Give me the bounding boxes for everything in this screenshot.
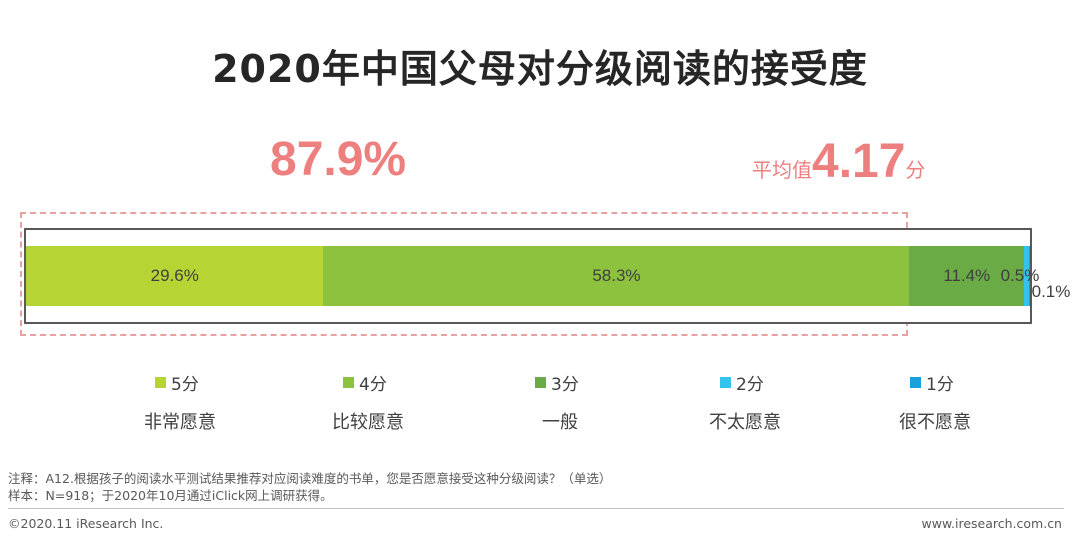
legend-description-2: 比较愿意 [332,412,404,433]
highlight-percent: 87.9% [270,133,407,186]
average-score: 平均值4.17分 [752,134,925,189]
legend-swatch [720,377,731,388]
legend-score: 4分 [359,375,387,395]
legend-score: 3分 [551,375,579,395]
legend-description-4: 不太愿意 [709,412,781,433]
stacked-bar: 29.6% 58.3% 11.4% 0.5% 0.1% [26,246,1070,306]
data-label-4: 0.5% [1000,266,1040,285]
data-label-3: 11.4% [943,266,991,285]
bar-segment-3 [909,246,1024,306]
footnote-note: 注释：A12.根据孩子的阅读水平测试结果推荐对应阅读难度的书单，您是否愿意接受这… [8,471,612,486]
legend-description-5: 很不愿意 [899,412,971,433]
legend-swatch [343,377,354,388]
legend-swatch [910,377,921,388]
footnote-sample: 样本：N=918；于2020年10月通过iClick网上调研获得。 [8,488,333,503]
legend-swatch [155,377,166,388]
legend-score: 2分 [736,375,764,395]
average-prefix: 平均值 [752,158,812,182]
legend-description-3: 一般 [542,412,578,433]
bar-segment-4 [1023,246,1029,306]
legend: 5分非常愿意 4分比较愿意 3分一般 2分不太愿意 1分很不愿意 [0,370,1080,440]
legend-description-1: 非常愿意 [144,412,216,433]
average-value: 4.17 [812,135,906,188]
data-label-2: 58.3% [592,266,641,285]
legend-swatch [535,377,546,388]
bar-segment-2 [323,246,910,306]
chart-title: 2020年中国父母对分级阅读的接受度 [212,47,868,91]
average-suffix: 分 [905,158,926,182]
footnote: 注释：A12.根据孩子的阅读水平测试结果推荐对应阅读难度的书单，您是否愿意接受这… [8,470,611,504]
legend-score: 1分 [926,375,954,395]
bar-segment-5 [1028,246,1031,306]
legend-score: 5分 [171,375,199,395]
data-label-1: 29.6% [150,266,199,285]
data-label-5: 0.1% [1031,282,1071,301]
bar-segment-1 [26,246,324,306]
copyright: ©2020.11 iResearch Inc. [8,516,164,531]
website: www.iresearch.com.cn [921,516,1063,531]
footer-divider [8,508,1064,509]
